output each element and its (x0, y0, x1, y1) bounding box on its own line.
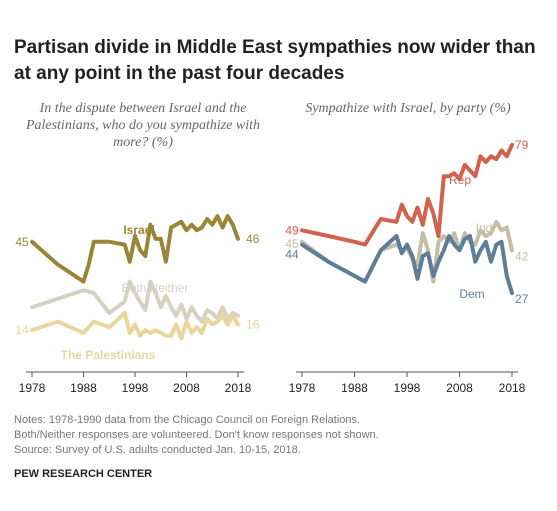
notes: Notes: 1978-1990 data from the Chicago C… (14, 413, 544, 458)
left-chart-subtitle: In the dispute between Israel and the Pa… (25, 101, 261, 150)
start-value-label: 14 (15, 323, 29, 337)
end-value-label: 16 (246, 317, 260, 331)
end-value-label: 27 (515, 292, 529, 306)
x-tick-label: 1978 (289, 381, 316, 395)
end-value-label: 42 (515, 249, 529, 263)
series-name-label: Dem (459, 287, 484, 301)
series-line-rep (300, 142, 514, 247)
start-value-label: 44 (285, 248, 299, 262)
series-line-ind (300, 219, 514, 284)
x-tick-label: 2008 (446, 381, 473, 395)
x-tick-label: 1988 (70, 381, 97, 395)
start-value-label: 49 (285, 223, 299, 237)
x-tick-label: 2018 (225, 381, 252, 395)
series-line-the-palestinians (30, 311, 240, 341)
x-tick-label: 2018 (499, 381, 526, 395)
series-name-label: Both/Neither (122, 281, 189, 295)
source-org: PEW RESEARCH CENTER (14, 468, 153, 480)
note-line: Both/Neither responses are volunteered. … (14, 429, 379, 441)
x-tick-label: 1978 (19, 381, 46, 395)
end-value-label: 46 (246, 232, 260, 246)
start-value-label: 45 (285, 237, 299, 251)
series-name-label: Israel (123, 223, 154, 237)
note-line: Notes: 1978-1990 data from the Chicago C… (14, 414, 361, 426)
x-tick-label: 1988 (341, 381, 368, 395)
end-value-label: 79 (515, 138, 529, 152)
start-value-label: 45 (15, 235, 29, 249)
series-name-label: The Palestinians (61, 348, 156, 362)
source-line: Source: Survey of U.S. adults conducted … (14, 444, 301, 456)
series-line-both-neither (30, 279, 240, 324)
chart-title: Partisan divide in Middle East sympathie… (14, 37, 536, 84)
right-chart-subtitle: Sympathize with Israel, by party (%) (305, 101, 511, 116)
x-tick-label: 1998 (122, 381, 149, 395)
series-name-label: Rep (449, 173, 471, 187)
series-name-label: Ind (476, 221, 493, 235)
x-tick-label: 2008 (173, 381, 200, 395)
series-line-dem (300, 234, 514, 296)
x-tick-label: 1998 (394, 381, 421, 395)
series-line-israel (30, 214, 240, 284)
